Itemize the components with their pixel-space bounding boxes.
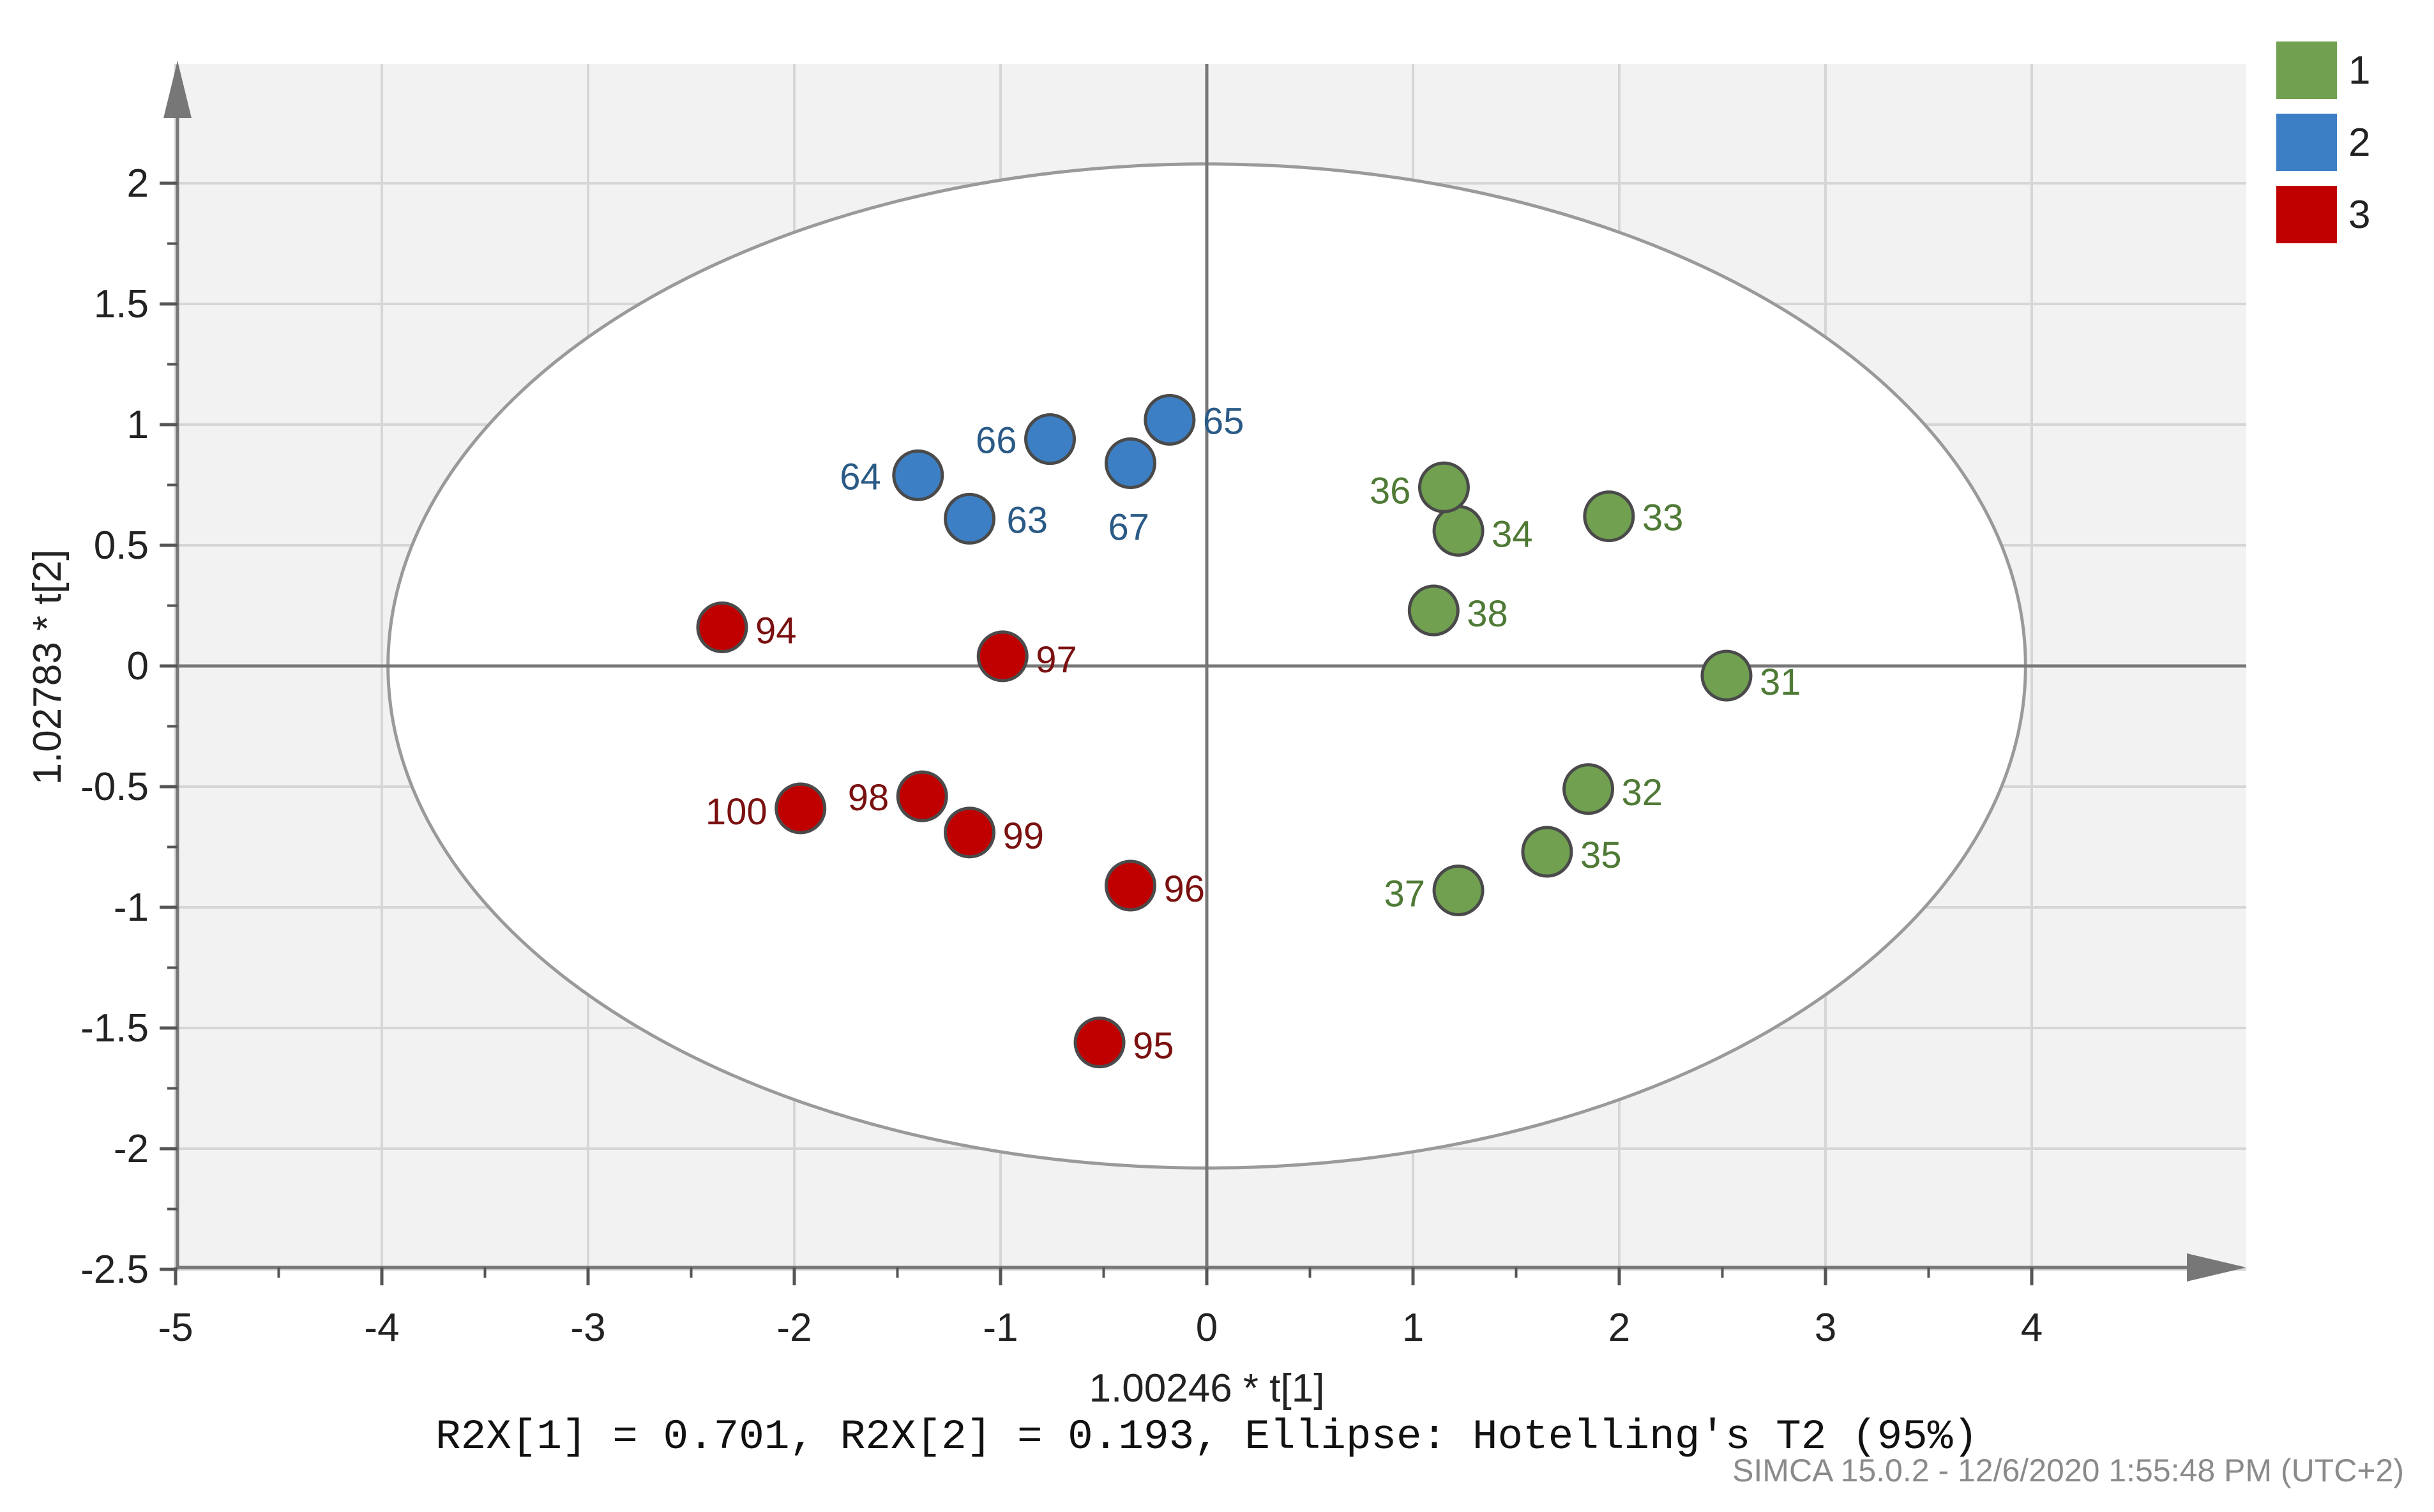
x-tick-label: 4: [2021, 1306, 2043, 1350]
data-point-65: [1144, 393, 1196, 446]
y-tick-label: -2: [114, 1127, 149, 1171]
data-points: 31 32 33 34 35 36 37 38 63 64 65 66 67 94 95 96 97 98 99 10…: [696, 393, 1801, 1069]
data-point-35: [1521, 826, 1573, 878]
point-label-31: 31: [1760, 662, 1801, 703]
data-point-63: [944, 492, 996, 545]
x-axis-title: 1.00246 * t[1]: [1089, 1366, 1325, 1410]
legend-label-2: 2: [2348, 121, 2370, 165]
x-tick-label: -4: [364, 1306, 399, 1350]
point-label-98: 98: [848, 777, 889, 819]
data-point-96: [1104, 859, 1156, 912]
data-point-64: [892, 449, 944, 501]
data-point-34: [1432, 504, 1485, 557]
legend-label-3: 3: [2348, 193, 2370, 237]
data-point-95: [1073, 1017, 1126, 1069]
y-tick-label: -0.5: [80, 765, 149, 809]
data-point-66: [1024, 413, 1077, 465]
data-point-38: [1407, 584, 1460, 637]
point-label-66: 66: [976, 420, 1017, 462]
point-label-32: 32: [1622, 772, 1663, 813]
legend: 1 2 3: [2276, 42, 2370, 243]
y-tick-label: 1: [127, 403, 149, 447]
x-tick-label: -1: [983, 1306, 1018, 1350]
legend-swatch-2: [2276, 114, 2337, 171]
y-tick-label: 0: [127, 644, 149, 688]
point-label-38: 38: [1467, 593, 1508, 635]
data-point-98: [896, 770, 948, 822]
point-label-64: 64: [840, 456, 881, 497]
point-label-36: 36: [1370, 470, 1411, 511]
legend-swatch-1: [2276, 42, 2337, 99]
point-label-96: 96: [1163, 868, 1205, 910]
y-tick-label: -1: [114, 886, 149, 930]
data-point-100: [775, 782, 827, 835]
point-label-34: 34: [1492, 513, 1533, 555]
point-label-100: 100: [706, 791, 767, 833]
y-tick-label: -2.5: [80, 1248, 149, 1292]
point-label-65: 65: [1203, 400, 1244, 442]
y-axis-title: 1.02783 * t[2]: [26, 550, 70, 785]
data-point-67: [1104, 437, 1156, 489]
point-label-94: 94: [755, 610, 797, 652]
legend-label-1: 1: [2348, 49, 2370, 93]
point-label-35: 35: [1580, 835, 1622, 876]
x-axis-arrow: [2187, 1253, 2246, 1281]
axes: -5 -4 -3 -2 -1 0 1 2 3 4-2.5-2-1.5-1-0.500.511.52: [80, 61, 2246, 1350]
point-label-97: 97: [1036, 639, 1077, 681]
x-tick-label: 3: [1815, 1306, 1836, 1350]
point-label-63: 63: [1007, 499, 1048, 541]
data-point-31: [1700, 649, 1753, 702]
point-label-95: 95: [1133, 1025, 1174, 1067]
data-point-37: [1432, 865, 1485, 917]
y-tick-label: 0.5: [94, 524, 149, 568]
x-tick-label: -5: [158, 1306, 193, 1350]
x-tick-label: 2: [1608, 1306, 1630, 1350]
point-label-99: 99: [1003, 815, 1045, 857]
y-tick-label: -1.5: [80, 1006, 149, 1050]
x-tick-label: -2: [776, 1306, 812, 1350]
data-point-99: [944, 806, 996, 859]
y-axis-arrow: [163, 61, 192, 118]
point-label-67: 67: [1108, 506, 1149, 548]
software-footer: SIMCA 15.0.2 - 12/6/2020 1:55:48 PM (UTC…: [1732, 1453, 2404, 1488]
variance-caption: R2X[1] = 0.701, R2X[2] = 0.193, Ellipse:…: [435, 1413, 1978, 1461]
point-label-33: 33: [1642, 497, 1684, 539]
x-tick-label: 1: [1402, 1306, 1424, 1350]
y-tick-label: 2: [127, 162, 149, 206]
legend-swatch-3: [2276, 186, 2337, 243]
data-point-94: [696, 601, 748, 654]
data-point-33: [1583, 490, 1635, 543]
data-point-32: [1562, 763, 1615, 815]
x-tick-label: 0: [1196, 1306, 1218, 1350]
point-label-37: 37: [1384, 873, 1426, 915]
data-point-36: [1417, 461, 1470, 513]
x-tick-label: -3: [570, 1306, 605, 1350]
data-point-97: [976, 630, 1029, 683]
y-tick-label: 1.5: [94, 282, 149, 326]
